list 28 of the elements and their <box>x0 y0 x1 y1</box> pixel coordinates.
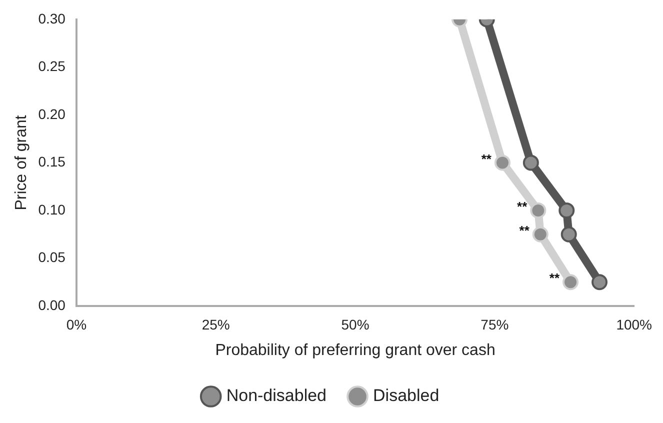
x-tick-label: 25% <box>202 316 230 332</box>
y-tick-label: 0.20 <box>38 106 66 122</box>
point <box>560 226 577 242</box>
point <box>592 274 608 290</box>
y-tick-label: 0.10 <box>38 201 66 218</box>
annotation: ** <box>481 151 492 166</box>
point <box>562 274 579 290</box>
point <box>530 202 546 218</box>
y-tick-label: 0.30 <box>38 10 66 26</box>
point <box>494 154 510 171</box>
x-tick-label: 75% <box>480 316 509 332</box>
y-tick-label: 0.25 <box>38 58 66 74</box>
x-tick-label: 50% <box>341 316 370 332</box>
annotation: ** <box>519 222 530 238</box>
annotation: ** <box>517 199 528 214</box>
point <box>532 226 548 242</box>
x-axis-title: Probability of preferring grant over cash <box>215 342 496 359</box>
annotation: ** <box>549 270 560 286</box>
point <box>522 154 539 171</box>
point <box>558 202 575 218</box>
y-axis-title: Price of grant <box>13 114 30 210</box>
legend-label: Disabled <box>373 386 440 406</box>
y-tick-label: 0.15 <box>38 154 66 170</box>
x-tick-label: 0% <box>66 316 87 332</box>
legend-label: Non-disabled <box>226 386 327 406</box>
x-tick-label: 100% <box>616 316 652 332</box>
y-tick-label: 0.05 <box>38 249 66 266</box>
y-tick-label: 0.00 <box>38 296 66 313</box>
